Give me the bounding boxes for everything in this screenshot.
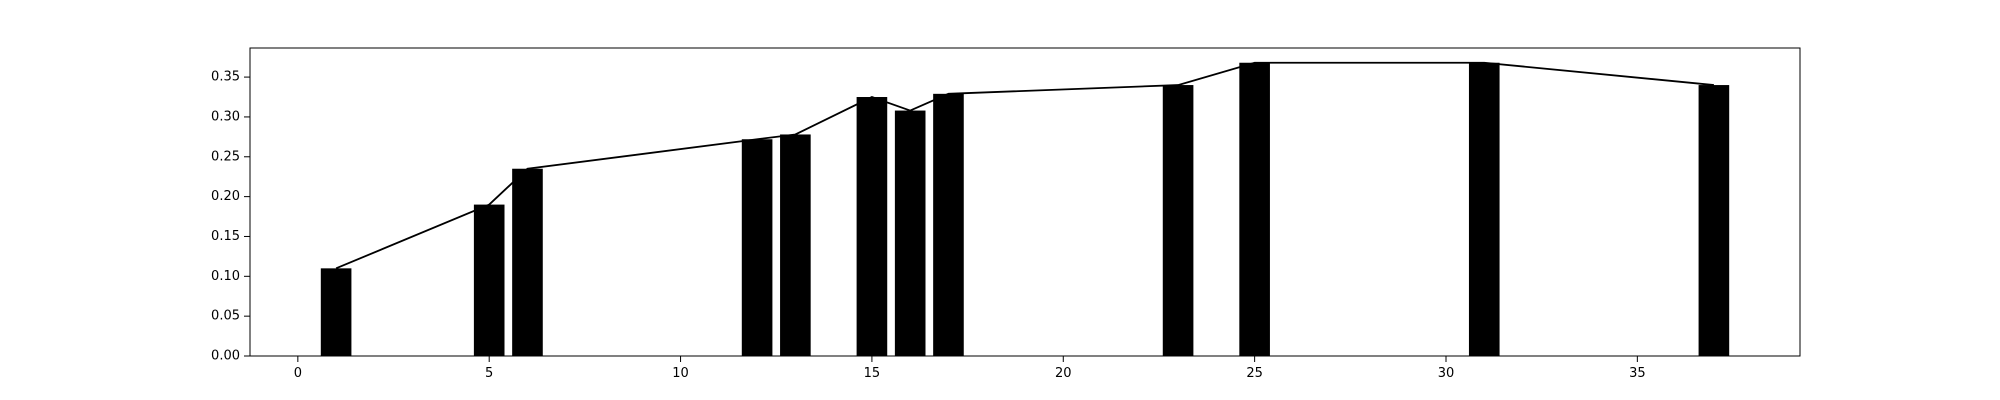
bar	[741, 139, 773, 356]
y-tick-label: 0.30	[211, 109, 240, 124]
x-tick-label: 0	[294, 366, 302, 381]
bar	[780, 134, 811, 356]
plot-frame	[249, 47, 1801, 357]
y-tick-label: 0.15	[211, 229, 240, 244]
y-tick-label: 0.25	[211, 149, 240, 164]
bar	[1468, 62, 1500, 357]
bar	[894, 110, 926, 356]
y-axis: 0.00 0.05 0.10 0.15 0.20 0.25 0.30 0.35	[211, 70, 250, 364]
x-axis: 0 5 10 15 20 25 30 35	[294, 356, 1646, 381]
bar	[512, 168, 543, 356]
bar	[1239, 62, 1270, 357]
bar	[1698, 85, 1730, 356]
bar	[1162, 85, 1194, 356]
x-tick-label: 20	[1055, 366, 1072, 381]
y-tick-label: 0.20	[211, 189, 240, 204]
y-tick-label: 0.00	[211, 349, 240, 364]
bar	[320, 268, 352, 356]
bar	[473, 204, 505, 356]
bar	[933, 93, 964, 356]
series-line	[335, 61, 1714, 270]
y-tick-label: 0.05	[211, 309, 240, 324]
x-tick-label: 5	[485, 366, 493, 381]
x-tick-label: 10	[672, 366, 689, 381]
x-tick-label: 30	[1438, 366, 1455, 381]
bar	[856, 97, 888, 356]
bars-group	[320, 62, 1730, 357]
x-tick-label: 15	[864, 366, 881, 381]
x-tick-label: 25	[1246, 366, 1263, 381]
y-tick-label: 0.35	[211, 70, 240, 85]
y-tick-label: 0.10	[211, 269, 240, 284]
x-tick-label: 35	[1629, 366, 1646, 381]
